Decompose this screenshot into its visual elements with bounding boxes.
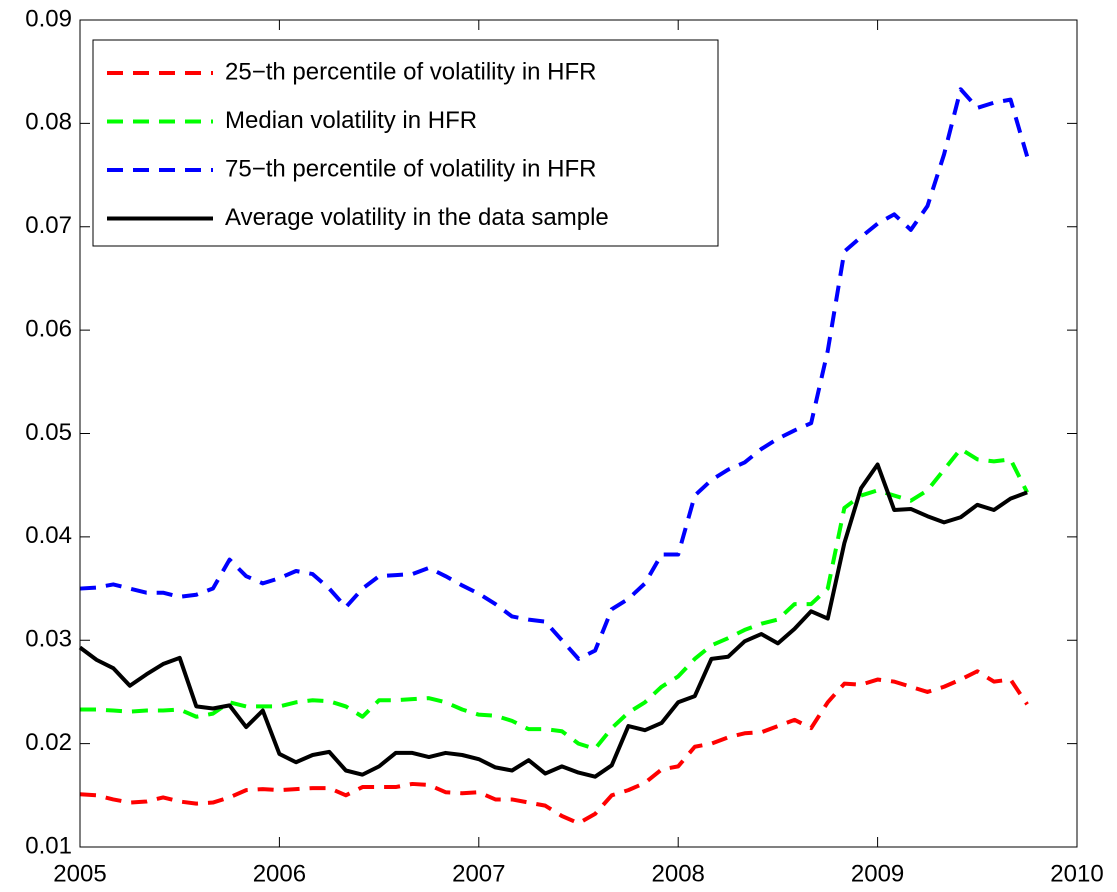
series-line <box>80 447 1029 751</box>
series-line <box>79 669 1029 826</box>
legend-label: Median volatility in HFR <box>225 107 477 134</box>
y-tick-label: 0.07 <box>25 212 72 239</box>
y-tick-label: 0.02 <box>25 729 72 756</box>
x-tick-label: 2005 <box>53 860 106 887</box>
y-tick-label: 0.08 <box>25 109 72 136</box>
y-tick-label: 0.05 <box>25 419 72 446</box>
x-tick-label: 2010 <box>1050 860 1103 887</box>
y-tick-label: 0.03 <box>25 626 72 653</box>
x-tick-label: 2007 <box>452 860 505 887</box>
legend-label: 25−th percentile of volatility in HFR <box>225 58 597 85</box>
y-tick-label: 0.06 <box>25 315 72 342</box>
x-tick-label: 2008 <box>652 860 705 887</box>
y-tick-label: 0.04 <box>25 522 72 549</box>
y-tick-label: 0.01 <box>25 832 72 859</box>
series-line <box>79 87 1030 661</box>
series-line <box>78 462 1028 779</box>
x-tick-label: 2009 <box>851 860 904 887</box>
y-tick-label: 0.09 <box>25 5 72 32</box>
legend: 25−th percentile of volatility in HFR Med… <box>92 39 719 247</box>
legend-label: 75−th percentile of volatility in HFR <box>225 155 597 182</box>
legend-label: Average volatility in the data sample <box>225 204 609 231</box>
axes-box <box>79 19 1078 848</box>
x-tick-label: 2006 <box>253 860 306 887</box>
